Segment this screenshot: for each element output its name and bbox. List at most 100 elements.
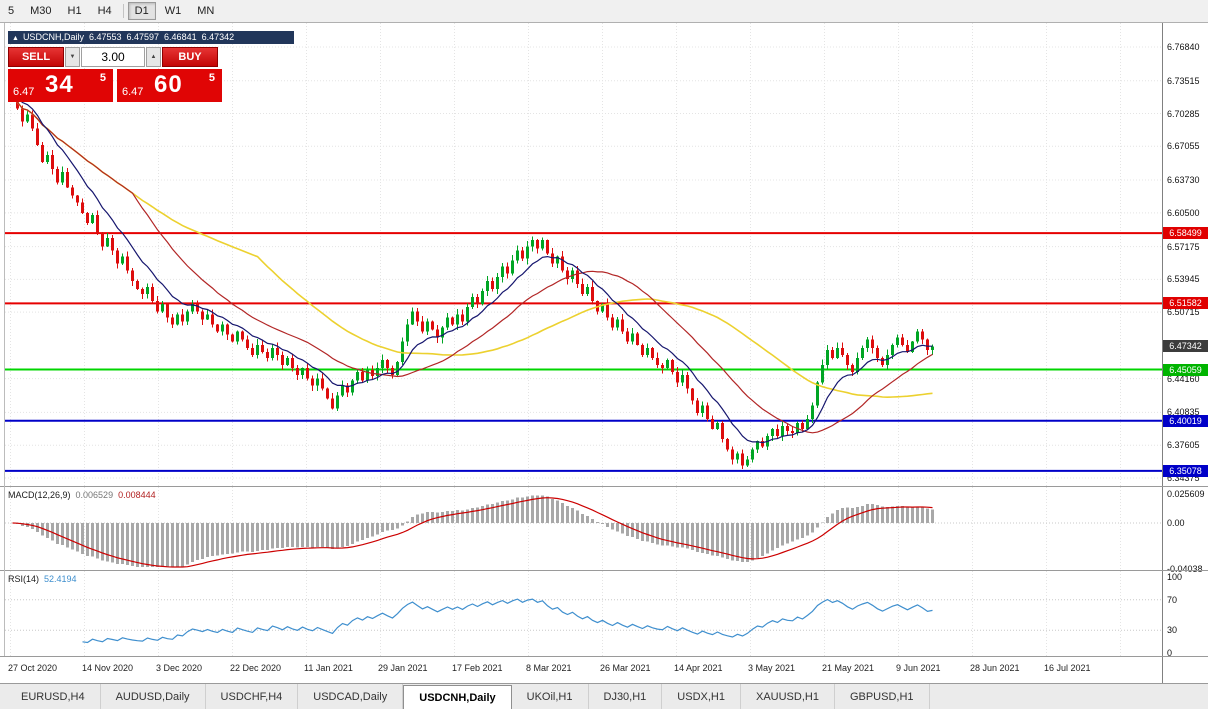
macd-title: MACD(12,26,9) 0.006529 0.008444 <box>8 490 156 500</box>
macd-canvas[interactable] <box>0 487 1162 570</box>
date-axis-label: 29 Jan 2021 <box>378 663 428 673</box>
rsi-axis-label: 0 <box>1167 648 1173 658</box>
price-axis-label: 6.40835 <box>1167 407 1200 418</box>
volume-decrease-button[interactable]: ▼ <box>65 47 80 67</box>
timeframe-button-5[interactable]: 5 <box>1 2 21 20</box>
date-axis-label: 17 Feb 2021 <box>452 663 503 673</box>
ask-price-box[interactable]: 6.47 60 5 <box>117 69 222 102</box>
price-axis-label: 6.34375 <box>1167 472 1200 483</box>
date-axis: 27 Oct 2020 14 Nov 2020 3 Dec 2020 22 Dec 2… <box>0 657 1162 683</box>
date-axis-label: 3 May 2021 <box>748 663 796 673</box>
date-axis-label: 8 Mar 2021 <box>526 663 572 673</box>
macd-axis-label: 0.025609 <box>1167 488 1205 499</box>
macd-main-value: 0.006529 <box>75 490 114 500</box>
volume-input[interactable] <box>81 47 145 67</box>
price-level-badge: 6.35078 <box>1163 464 1208 477</box>
chart-symbol-title: USDCNH,Daily <box>22 32 84 42</box>
rsi-value: 52.4194 <box>44 574 77 584</box>
price-axis-label: 6.44160 <box>1167 373 1200 384</box>
bar-high-value: 6.47597 <box>126 32 160 42</box>
price-axis-label: 6.67055 <box>1167 141 1200 152</box>
panel-separator[interactable] <box>0 486 1208 487</box>
chevron-down-icon: ▼ <box>69 54 76 60</box>
tab-eurusd-h4[interactable]: EURUSD,H4 <box>6 684 101 709</box>
price-axis-label: 6.76840 <box>1167 41 1200 52</box>
date-axis-label: 26 Mar 2021 <box>600 663 651 673</box>
macd-label: MACD(12,26,9) <box>8 490 71 500</box>
panel-separator[interactable] <box>0 570 1208 571</box>
sell-button[interactable]: SELL <box>8 47 64 67</box>
date-axis-label: 28 Jun 2021 <box>970 663 1020 673</box>
price-axis-label: 6.63730 <box>1167 175 1200 186</box>
price-level-badge: 6.47342 <box>1163 340 1208 353</box>
price-axis-label: 6.60500 <box>1167 207 1200 218</box>
price-axis-label: 6.70285 <box>1167 108 1200 119</box>
price-axis[interactable]: 6.76840 6.73515 6.70285 6.67055 6.63730 6.605… <box>1162 23 1208 683</box>
date-axis-label: 16 Jul 2021 <box>1044 663 1091 673</box>
collapse-icon[interactable]: ▲ <box>12 35 19 42</box>
bar-low-value: 6.46841 <box>164 32 197 42</box>
chart-left-border <box>4 23 5 656</box>
macd-indicator-panel[interactable]: MACD(12,26,9) 0.006529 0.008444 <box>0 487 1162 570</box>
date-axis-label: 21 May 2021 <box>822 663 875 673</box>
chart-tab-bar: EURUSD,H4 AUDUSD,Daily USDCHF,H4 USDCAD,Dai… <box>0 683 1208 709</box>
volume-increase-button[interactable]: ▲ <box>146 47 161 67</box>
one-click-trading-panel: SELL ▼ ▲ BUY 6.47 34 5 6.47 60 5 <box>8 47 226 102</box>
tab-usdcnh-daily[interactable]: USDCNH,Daily <box>403 685 512 709</box>
timeframe-button-d1[interactable]: D1 <box>127 2 156 20</box>
timeframe-button-h1[interactable]: H1 <box>61 2 89 20</box>
timeframe-toolbar: 5 M30 H1 H4 D1 W1 MN <box>0 0 1208 23</box>
bid-price-big: 34 <box>45 71 74 98</box>
tab-dj30-h1[interactable]: DJ30,H1 <box>589 684 663 709</box>
ask-price-prefix: 6.47 <box>122 86 144 98</box>
ask-price-big: 60 <box>154 71 183 98</box>
price-level-badge: 6.45059 <box>1163 363 1208 376</box>
tab-xauusd-h1[interactable]: XAUUSD,H1 <box>741 684 835 709</box>
price-axis-label: 6.50715 <box>1167 307 1200 318</box>
timeframe-button-mn[interactable]: MN <box>190 2 221 20</box>
tab-usdcad-daily[interactable]: USDCAD,Daily <box>298 684 404 709</box>
tab-gbpusd-h1[interactable]: GBPUSD,H1 <box>835 684 930 709</box>
rsi-axis-label: 70 <box>1167 594 1178 605</box>
price-level-badge: 6.40019 <box>1163 414 1208 427</box>
chevron-up-icon: ▲ <box>150 54 157 60</box>
date-axis-label: 11 Jan 2021 <box>304 663 353 673</box>
macd-axis-label: -0.04038 <box>1167 564 1203 574</box>
price-axis-label: 6.73515 <box>1167 75 1200 86</box>
price-axis-label: 6.37605 <box>1167 440 1200 451</box>
price-axis-label: 6.53945 <box>1167 274 1200 285</box>
rsi-title: RSI(14) 52.4194 <box>8 574 77 584</box>
toolbar-separator <box>122 4 124 18</box>
date-axis-label: 22 Dec 2020 <box>230 663 282 673</box>
timeframe-button-h4[interactable]: H4 <box>91 2 119 20</box>
price-chart-canvas[interactable] <box>0 23 1162 486</box>
bid-price-prefix: 6.47 <box>13 86 35 98</box>
date-axis-label: 9 Jun 2021 <box>896 663 941 673</box>
price-axis-label: 6.57175 <box>1167 241 1200 252</box>
tab-ukoil-h1[interactable]: UKOil,H1 <box>512 684 589 709</box>
macd-axis-label: 0.00 <box>1167 518 1185 528</box>
rsi-axis-label: 100 <box>1167 572 1183 582</box>
date-axis-label: 14 Nov 2020 <box>82 663 134 673</box>
date-axis-label: 27 Oct 2020 <box>8 663 58 673</box>
price-level-badge: 6.51582 <box>1163 297 1208 310</box>
rsi-indicator-panel[interactable]: RSI(14) 52.4194 <box>0 571 1162 656</box>
panel-separator <box>0 656 1208 657</box>
rsi-axis-label: 30 <box>1167 625 1178 636</box>
date-axis-label: 14 Apr 2021 <box>674 663 723 673</box>
timeframe-button-w1[interactable]: W1 <box>158 2 189 20</box>
buy-button[interactable]: BUY <box>162 47 218 67</box>
chart-title-bar: ▲ USDCNH,Daily 6.47553 6.47597 6.46841 6.4734… <box>8 31 294 44</box>
tab-audusd-daily[interactable]: AUDUSD,Daily <box>101 684 206 709</box>
date-axis-label: 3 Dec 2020 <box>156 663 203 673</box>
macd-signal-value: 0.008444 <box>118 490 156 500</box>
bid-price-box[interactable]: 6.47 34 5 <box>8 69 113 102</box>
ask-price-sup: 5 <box>208 72 215 84</box>
price-level-badge: 6.58499 <box>1163 227 1208 240</box>
bid-price-sup: 5 <box>99 72 106 84</box>
bar-close-value: 6.47342 <box>201 32 235 42</box>
timeframe-button-m30[interactable]: M30 <box>23 2 58 20</box>
tab-usdchf-h4[interactable]: USDCHF,H4 <box>206 684 299 709</box>
rsi-canvas[interactable] <box>0 571 1162 656</box>
tab-usdx-h1[interactable]: USDX,H1 <box>662 684 741 709</box>
